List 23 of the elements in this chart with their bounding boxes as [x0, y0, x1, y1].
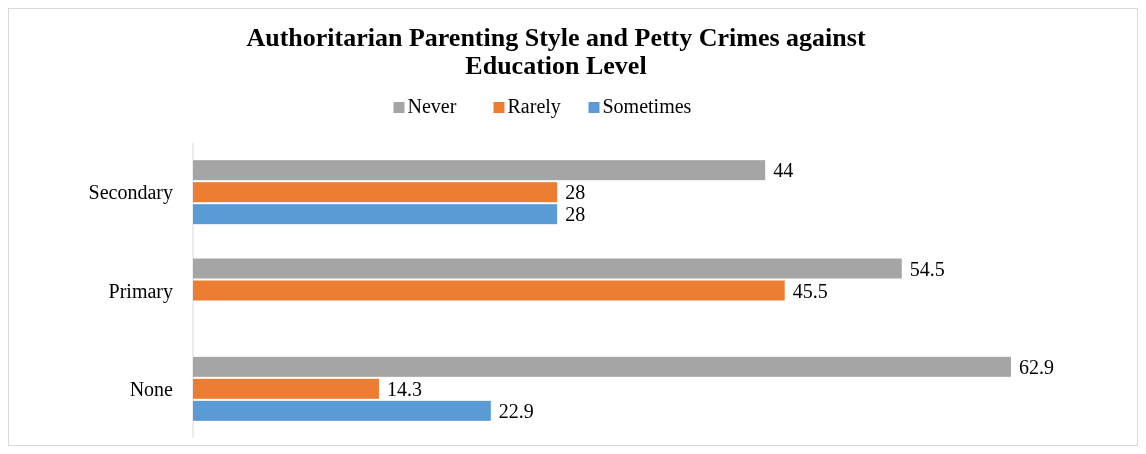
data-label: 14.3	[386, 377, 422, 400]
data-label: 45.5	[792, 279, 828, 302]
bar	[193, 258, 902, 279]
bar	[193, 280, 785, 301]
bar	[193, 204, 558, 225]
bar	[193, 378, 379, 399]
data-label: 22.9	[498, 399, 534, 422]
y-tick-label: Secondary	[88, 181, 173, 205]
data-label: 44	[773, 159, 794, 182]
legend-label: Never	[407, 95, 457, 117]
bar	[193, 182, 558, 203]
bar	[193, 400, 491, 421]
data-label: 28	[565, 181, 586, 204]
chart-title: Authoritarian Parenting Style and Petty Crimes against Education Level	[246, 23, 866, 80]
data-label: 54.5	[909, 257, 945, 280]
y-tick-label: Primary	[108, 279, 173, 303]
y-tick-label: None	[129, 377, 174, 400]
legend-label: Rarely	[507, 95, 561, 118]
data-label: 28	[565, 203, 586, 226]
bar	[193, 160, 766, 181]
legend-label: Sometimes	[602, 95, 692, 117]
data-label: 62.9	[1019, 355, 1054, 378]
bar	[193, 356, 1011, 377]
